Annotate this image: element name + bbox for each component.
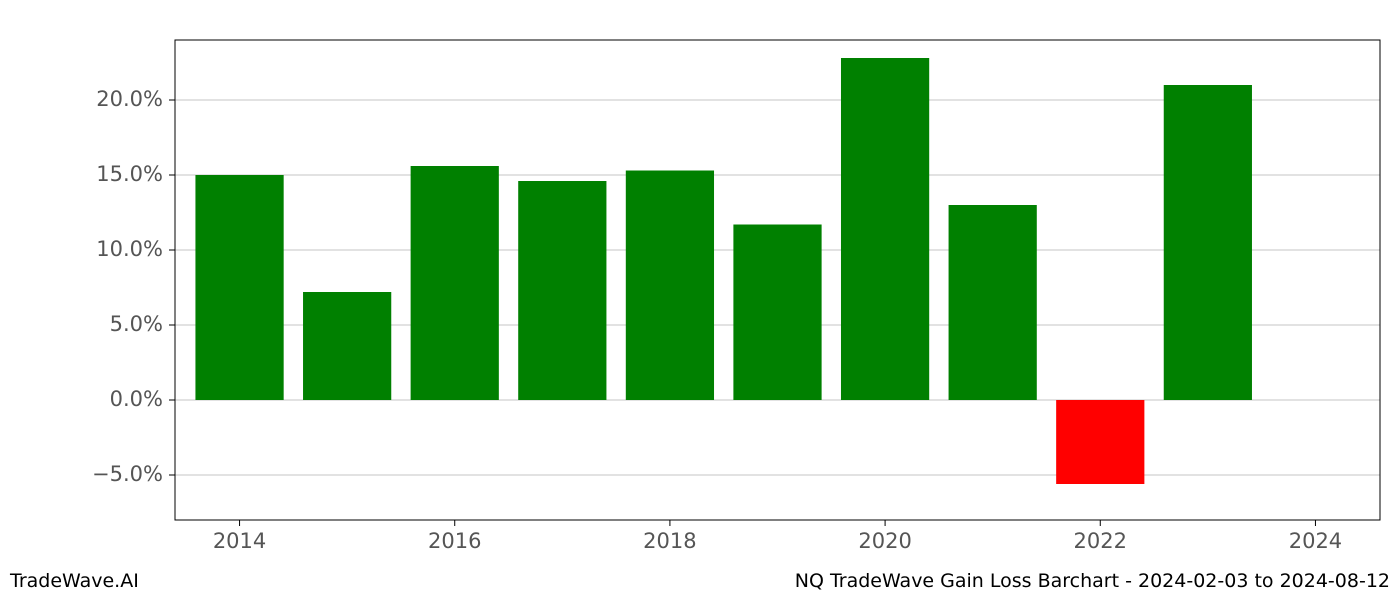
ytick-label: 20.0% xyxy=(96,87,163,111)
xtick-label: 2022 xyxy=(1074,529,1127,553)
bar-2019 xyxy=(733,225,821,401)
bar-2016 xyxy=(411,166,499,400)
footer-left-text: TradeWave.AI xyxy=(10,570,139,592)
bar-2018 xyxy=(626,171,714,401)
xtick-label: 2016 xyxy=(428,529,481,553)
ytick-label: 5.0% xyxy=(110,312,163,336)
bar-2020 xyxy=(841,58,929,400)
footer-right-text: NQ TradeWave Gain Loss Barchart - 2024-0… xyxy=(795,570,1390,592)
gain-loss-barchart: −5.0% 0.0% 5.0% 10.0% 15.0% 20.0% 2014 2016 2018… xyxy=(0,0,1400,600)
bar-2022 xyxy=(1056,400,1144,484)
xtick-label: 2024 xyxy=(1289,529,1342,553)
chart-footer: TradeWave.AI NQ TradeWave Gain Loss Barc… xyxy=(0,570,1400,592)
ytick-label: 10.0% xyxy=(96,237,163,261)
bar-2023 xyxy=(1164,85,1252,400)
bar-2015 xyxy=(303,292,391,400)
bar-2017 xyxy=(518,181,606,400)
ytick-label: −5.0% xyxy=(92,462,163,486)
bar-2014 xyxy=(195,175,283,400)
xtick-label: 2014 xyxy=(213,529,266,553)
ytick-label: 15.0% xyxy=(96,162,163,186)
ytick-label: 0.0% xyxy=(110,387,163,411)
xtick-label: 2020 xyxy=(858,529,911,553)
bar-2021 xyxy=(949,205,1037,400)
chart-container: −5.0% 0.0% 5.0% 10.0% 15.0% 20.0% 2014 2016 2018… xyxy=(0,0,1400,600)
xtick-label: 2018 xyxy=(643,529,696,553)
